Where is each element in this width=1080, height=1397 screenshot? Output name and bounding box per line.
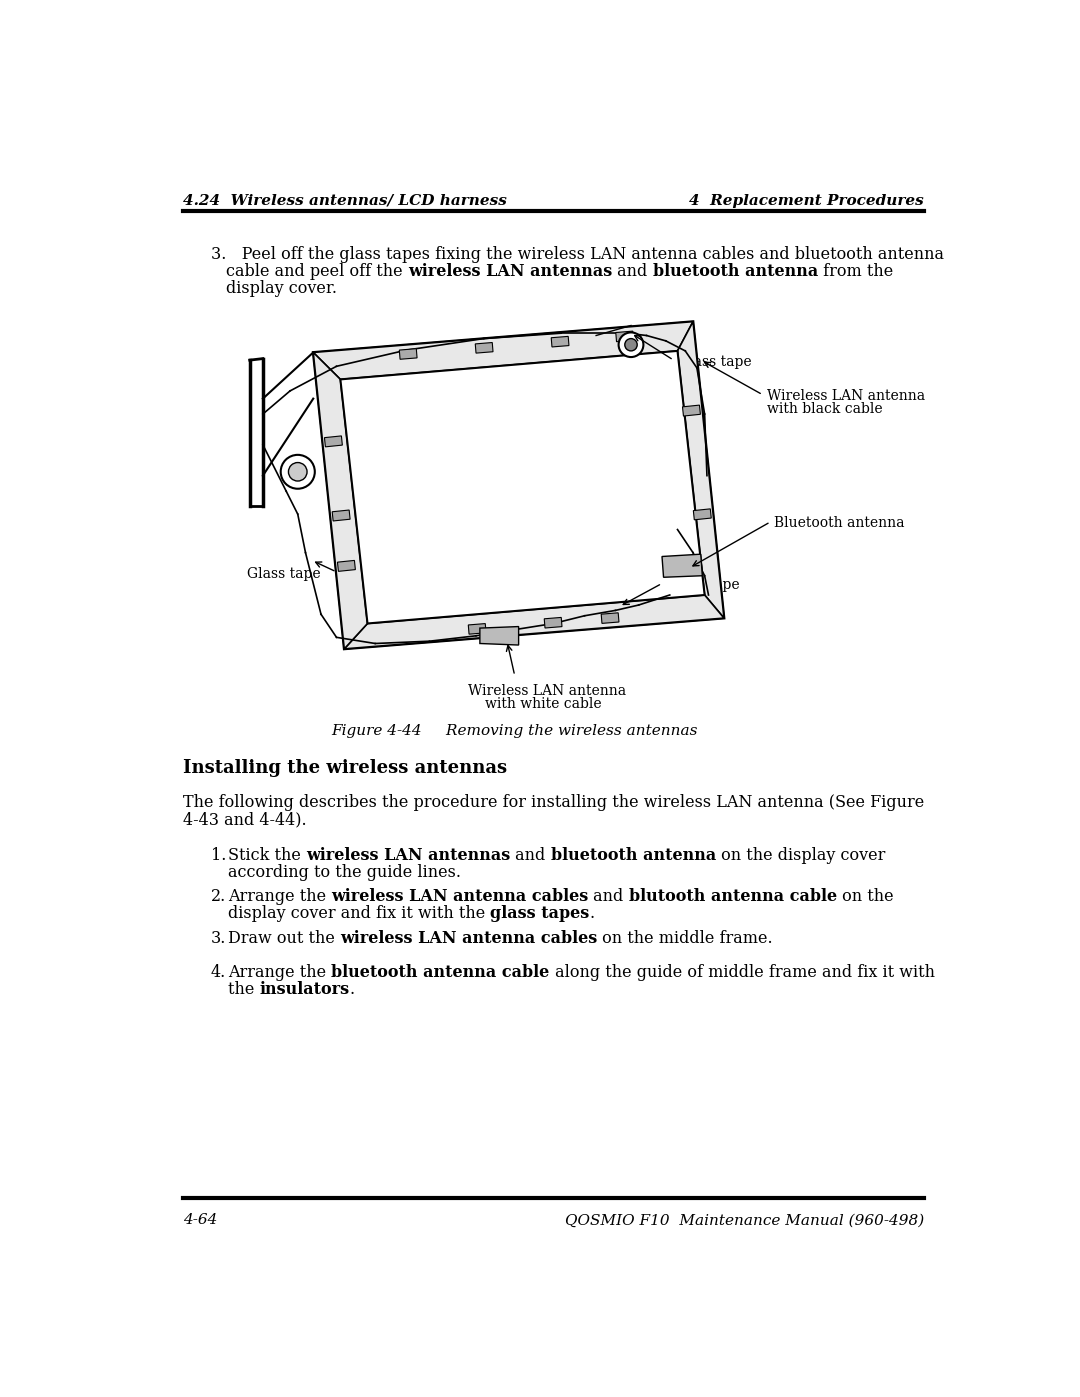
Polygon shape xyxy=(469,623,486,634)
Text: Glass tape: Glass tape xyxy=(666,578,740,592)
Polygon shape xyxy=(340,351,704,623)
Text: QOSMIO F10  Maintenance Manual (960-498): QOSMIO F10 Maintenance Manual (960-498) xyxy=(565,1214,924,1228)
Polygon shape xyxy=(602,613,619,623)
Text: 4  Replacement Procedures: 4 Replacement Procedures xyxy=(689,194,924,208)
Polygon shape xyxy=(551,337,569,346)
Text: Arrange the: Arrange the xyxy=(228,964,332,981)
Polygon shape xyxy=(683,405,701,416)
Text: wireless LAN antennas: wireless LAN antennas xyxy=(408,263,612,281)
Polygon shape xyxy=(662,555,702,577)
Text: 4-64: 4-64 xyxy=(183,1214,217,1228)
Text: Installing the wireless antennas: Installing the wireless antennas xyxy=(183,759,508,777)
Text: Glass tape: Glass tape xyxy=(677,355,751,369)
Text: .: . xyxy=(350,981,354,997)
Polygon shape xyxy=(677,321,724,617)
Text: bluetooth antenna: bluetooth antenna xyxy=(652,263,818,281)
Text: and: and xyxy=(510,847,551,863)
Text: wireless LAN antenna cables: wireless LAN antenna cables xyxy=(340,930,597,947)
Text: 4.24  Wireless antennas/ LCD harness: 4.24 Wireless antennas/ LCD harness xyxy=(183,194,507,208)
Polygon shape xyxy=(313,352,367,648)
Text: Wireless LAN antenna: Wireless LAN antenna xyxy=(469,683,626,697)
Text: display cover and fix it with the: display cover and fix it with the xyxy=(228,905,490,922)
Polygon shape xyxy=(313,321,724,648)
Text: Arrange the: Arrange the xyxy=(228,888,332,905)
Text: glass tapes: glass tapes xyxy=(490,905,590,922)
Polygon shape xyxy=(340,351,704,623)
Polygon shape xyxy=(324,436,342,447)
Polygon shape xyxy=(544,617,562,629)
Text: The following describes the procedure for installing the wireless LAN antenna (S: The following describes the procedure fo… xyxy=(183,795,924,812)
Text: on the: on the xyxy=(837,888,893,905)
Polygon shape xyxy=(693,509,712,520)
Text: 3.   Peel off the glass tapes fixing the wireless LAN antenna cables and bluetoo: 3. Peel off the glass tapes fixing the w… xyxy=(211,246,944,263)
Text: Glass tape: Glass tape xyxy=(247,567,321,581)
Circle shape xyxy=(281,455,314,489)
Text: wireless LAN antenna cables: wireless LAN antenna cables xyxy=(332,888,589,905)
Text: with white cable: with white cable xyxy=(485,697,602,711)
Polygon shape xyxy=(313,321,693,380)
Text: insulators: insulators xyxy=(259,981,350,997)
Text: the: the xyxy=(228,981,259,997)
Polygon shape xyxy=(333,510,350,521)
Text: from the: from the xyxy=(818,263,893,281)
Polygon shape xyxy=(475,342,492,353)
Polygon shape xyxy=(345,595,724,648)
Polygon shape xyxy=(480,627,518,645)
Polygon shape xyxy=(616,331,634,342)
Text: cable and peel off the: cable and peel off the xyxy=(227,263,408,281)
Text: Draw out the: Draw out the xyxy=(228,930,340,947)
Text: .: . xyxy=(590,905,595,922)
Text: 4-43 and 4-44).: 4-43 and 4-44). xyxy=(183,812,307,828)
Text: bluetooth antenna: bluetooth antenna xyxy=(551,847,716,863)
Text: along the guide of middle frame and fix it with: along the guide of middle frame and fix … xyxy=(550,964,934,981)
Text: according to the guide lines.: according to the guide lines. xyxy=(228,863,461,880)
Text: 1.: 1. xyxy=(211,847,227,863)
Text: and: and xyxy=(589,888,629,905)
Text: and: and xyxy=(612,263,652,281)
Text: 3.: 3. xyxy=(211,930,227,947)
Text: display cover.: display cover. xyxy=(227,279,337,298)
Circle shape xyxy=(619,332,644,358)
Text: with black cable: with black cable xyxy=(767,402,882,416)
Text: 2.: 2. xyxy=(211,888,226,905)
Text: on the display cover: on the display cover xyxy=(716,847,886,863)
Text: on the middle frame.: on the middle frame. xyxy=(597,930,773,947)
Polygon shape xyxy=(400,349,417,359)
Text: Stick the: Stick the xyxy=(228,847,306,863)
Text: Bluetooth antenna: Bluetooth antenna xyxy=(774,517,905,531)
Circle shape xyxy=(288,462,307,481)
Text: bluetooth antenna cable: bluetooth antenna cable xyxy=(332,964,550,981)
Circle shape xyxy=(625,338,637,351)
Text: wireless LAN antennas: wireless LAN antennas xyxy=(306,847,510,863)
Text: blutooth antenna cable: blutooth antenna cable xyxy=(629,888,837,905)
Text: Figure 4-44     Removing the wireless antennas: Figure 4-44 Removing the wireless antenn… xyxy=(332,724,698,738)
Text: 4.: 4. xyxy=(211,964,226,981)
Polygon shape xyxy=(337,560,355,571)
Text: Wireless LAN antenna: Wireless LAN antenna xyxy=(767,390,924,404)
